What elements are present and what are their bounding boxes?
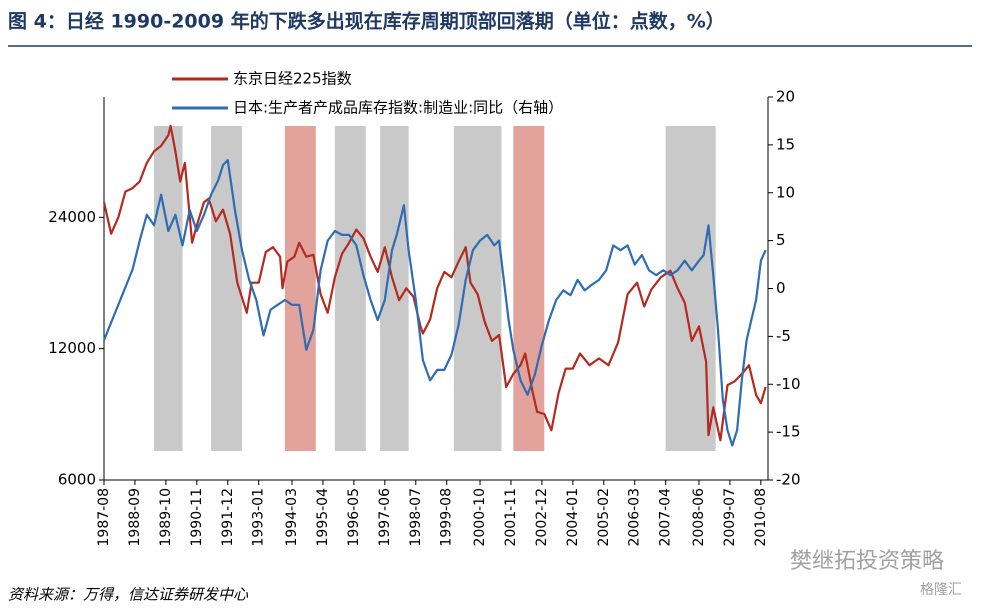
source: 资料来源：万得，信达证券研发中心 <box>8 586 249 604</box>
x-tick-label: 2000-10 <box>472 488 488 547</box>
x-tick-label: 2001-11 <box>503 488 519 546</box>
x-tick-label: 2007-04 <box>658 488 674 547</box>
x-tick-label: 2002-12 <box>534 488 550 547</box>
x-tick-label: 1988-09 <box>127 488 143 547</box>
y2-tick-label: -15 <box>776 423 801 441</box>
x-tick-label: 1989-10 <box>158 488 174 547</box>
y-tick-label: 12000 <box>48 339 96 357</box>
x-tick-label: 1996-05 <box>346 488 362 547</box>
y-tick-label: 24000 <box>48 208 96 226</box>
shaded-period <box>334 126 366 451</box>
x-tick-label: 2006-03 <box>627 488 643 547</box>
shaded-period <box>211 126 243 451</box>
x-tick-label: 1998-07 <box>408 488 424 547</box>
x-tick-label: 2009-07 <box>722 488 738 547</box>
x-tick-label: 2008-06 <box>691 488 707 547</box>
y-tick-label: 6000 <box>58 471 96 489</box>
shaded-period <box>153 126 183 451</box>
y2-tick-label: 10 <box>776 183 795 201</box>
y2-tick-label: 20 <box>776 88 795 106</box>
y2-tick-label: 0 <box>776 279 786 297</box>
shaded-period <box>513 126 545 451</box>
x-tick-label: 1999-08 <box>439 488 455 547</box>
y2-tick-label: -10 <box>776 375 801 393</box>
watermark: 格隆汇 <box>920 582 962 598</box>
y2-tick-label: -20 <box>776 471 801 489</box>
x-tick-label: 1990-11 <box>189 488 205 547</box>
y2-tick-label: 15 <box>776 135 795 153</box>
series-line <box>102 124 767 442</box>
x-tick-label: 1994-03 <box>284 488 300 547</box>
x-tick-label: 1997-06 <box>377 488 393 547</box>
shaded-period <box>453 126 502 451</box>
shaded-period <box>284 126 316 451</box>
x-tick-label: 1995-04 <box>315 488 331 547</box>
chart-title: 图 4：日经 1990-2009 年的下跌多出现在库存周期顶部回落期（单位：点数… <box>8 10 725 33</box>
legend-label: 东京日经225指数 <box>233 70 352 88</box>
x-tick-label: 2005-02 <box>596 488 612 547</box>
y2-tick-label: 5 <box>776 231 786 249</box>
x-tick-label: 1987-08 <box>96 488 112 547</box>
legend-label: 日本:生产者产成品库存指数:制造业:同比（右轴） <box>233 99 563 117</box>
series-line <box>102 159 767 447</box>
x-tick-label: 1993-01 <box>251 488 267 547</box>
x-tick-label: 2004-01 <box>565 488 581 547</box>
x-tick-label: 1991-12 <box>220 488 236 547</box>
watermark: 樊继拓投资策略 <box>790 549 944 574</box>
y2-tick-label: -5 <box>776 327 791 345</box>
x-tick-label: 2010-08 <box>753 488 769 547</box>
